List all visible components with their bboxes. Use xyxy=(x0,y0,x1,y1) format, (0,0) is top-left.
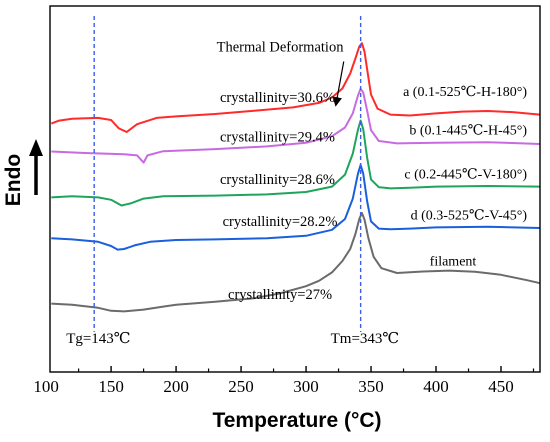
x-tick-label-100: 100 xyxy=(33,377,59,396)
thermal-deformation-label: Thermal Deformation xyxy=(217,40,345,56)
series-line-4 xyxy=(51,164,541,251)
series-line-3 xyxy=(51,119,541,207)
series-layer xyxy=(50,42,541,313)
reference-line-layer: Tg=143℃ Tm=343℃ xyxy=(66,16,399,347)
x-axis-title: Temperature (°C) xyxy=(212,409,381,432)
y-axis-title: Endo xyxy=(2,154,25,207)
x-tick-label-450: 450 xyxy=(488,377,514,396)
axes-layer: 100 150 200 250 300 350 400 450 xyxy=(33,5,541,396)
sample-label-4: d (0.3-525℃-V-45°) xyxy=(411,209,528,224)
x-tick-label-200: 200 xyxy=(163,377,189,396)
crystallinity-label-1: crystallinity=30.6% xyxy=(220,90,335,106)
crystallinity-label-2: crystallinity=29.4% xyxy=(220,130,335,146)
sample-label-1: a (0.1-525℃-H-180°) xyxy=(403,85,527,100)
series-line-5 xyxy=(51,212,541,313)
reference-label-1: Tg=143℃ xyxy=(66,331,130,347)
series-line-2 xyxy=(51,87,541,164)
crystallinity-label-3: crystallinity=28.6% xyxy=(220,172,335,188)
crystallinity-label-4: crystallinity=28.2% xyxy=(223,214,338,230)
x-tick-label-400: 400 xyxy=(423,377,449,396)
series-line-1 xyxy=(50,42,541,133)
sample-label-2: b (0.1-445℃-H-45°) xyxy=(409,123,527,138)
sample-label-5: filament xyxy=(430,255,477,270)
annotation-layer: crystallinity=30.6% crystallinity=29.4% cr… xyxy=(217,40,528,303)
x-tick-label-150: 150 xyxy=(98,377,124,396)
crystallinity-label-5: crystallinity=27% xyxy=(228,287,332,303)
x-tick-label-250: 250 xyxy=(228,377,254,396)
thermal-deformation-arrow xyxy=(332,61,345,107)
sample-label-3: c (0.2-445℃-V-180°) xyxy=(404,168,527,183)
reference-label-2: Tm=343℃ xyxy=(331,331,400,347)
x-tick-label-300: 300 xyxy=(293,377,319,396)
y-axis-arrow xyxy=(29,139,43,195)
x-tick-label-350: 350 xyxy=(358,377,384,396)
plot-frame xyxy=(49,5,541,373)
